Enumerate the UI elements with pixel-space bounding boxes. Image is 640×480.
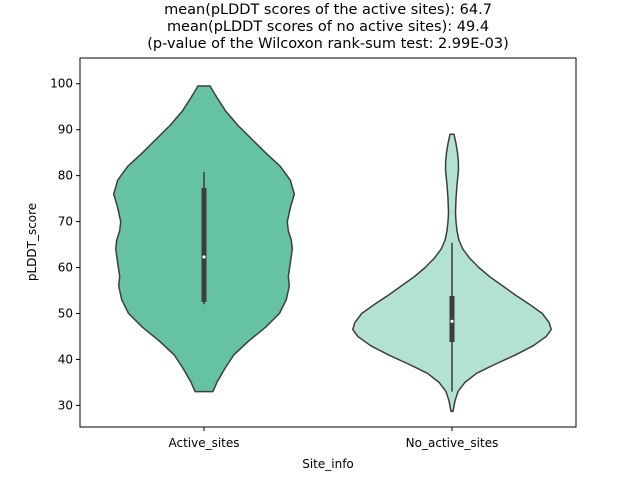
violin-median-point [450,319,454,323]
y-tick-label: 50 [58,306,73,320]
y-tick-label: 70 [58,215,73,229]
violin-median-point [202,255,206,259]
y-tick-label: 90 [58,123,73,137]
title-line-1: mean(pLDDT scores of the active sites): … [164,2,492,18]
y-tick-label: 80 [58,169,73,183]
y-tick-label: 30 [58,398,73,412]
chart-title: mean(pLDDT scores of the active sites): … [147,2,508,52]
x-axis-ticks: Active_sites No_active_sites [168,427,498,450]
x-tick-label: No_active_sites [406,436,499,450]
plot-area [112,85,552,413]
title-line-2: mean(pLDDT scores of no active sites): 4… [167,19,489,35]
axes-frame [79,57,577,428]
y-axis-label: pLDDT_score [25,203,39,281]
x-axis-label: Site_info [302,457,354,471]
y-tick-label: 100 [50,77,73,91]
x-tick-label: Active_sites [168,436,239,450]
y-tick-label: 60 [58,261,73,275]
y-axis-ticks: 30 40 50 60 70 80 90 100 [50,77,80,412]
title-line-3: (p-value of the Wilcoxon rank-sum test: … [147,36,508,52]
y-tick-label: 40 [58,352,73,366]
